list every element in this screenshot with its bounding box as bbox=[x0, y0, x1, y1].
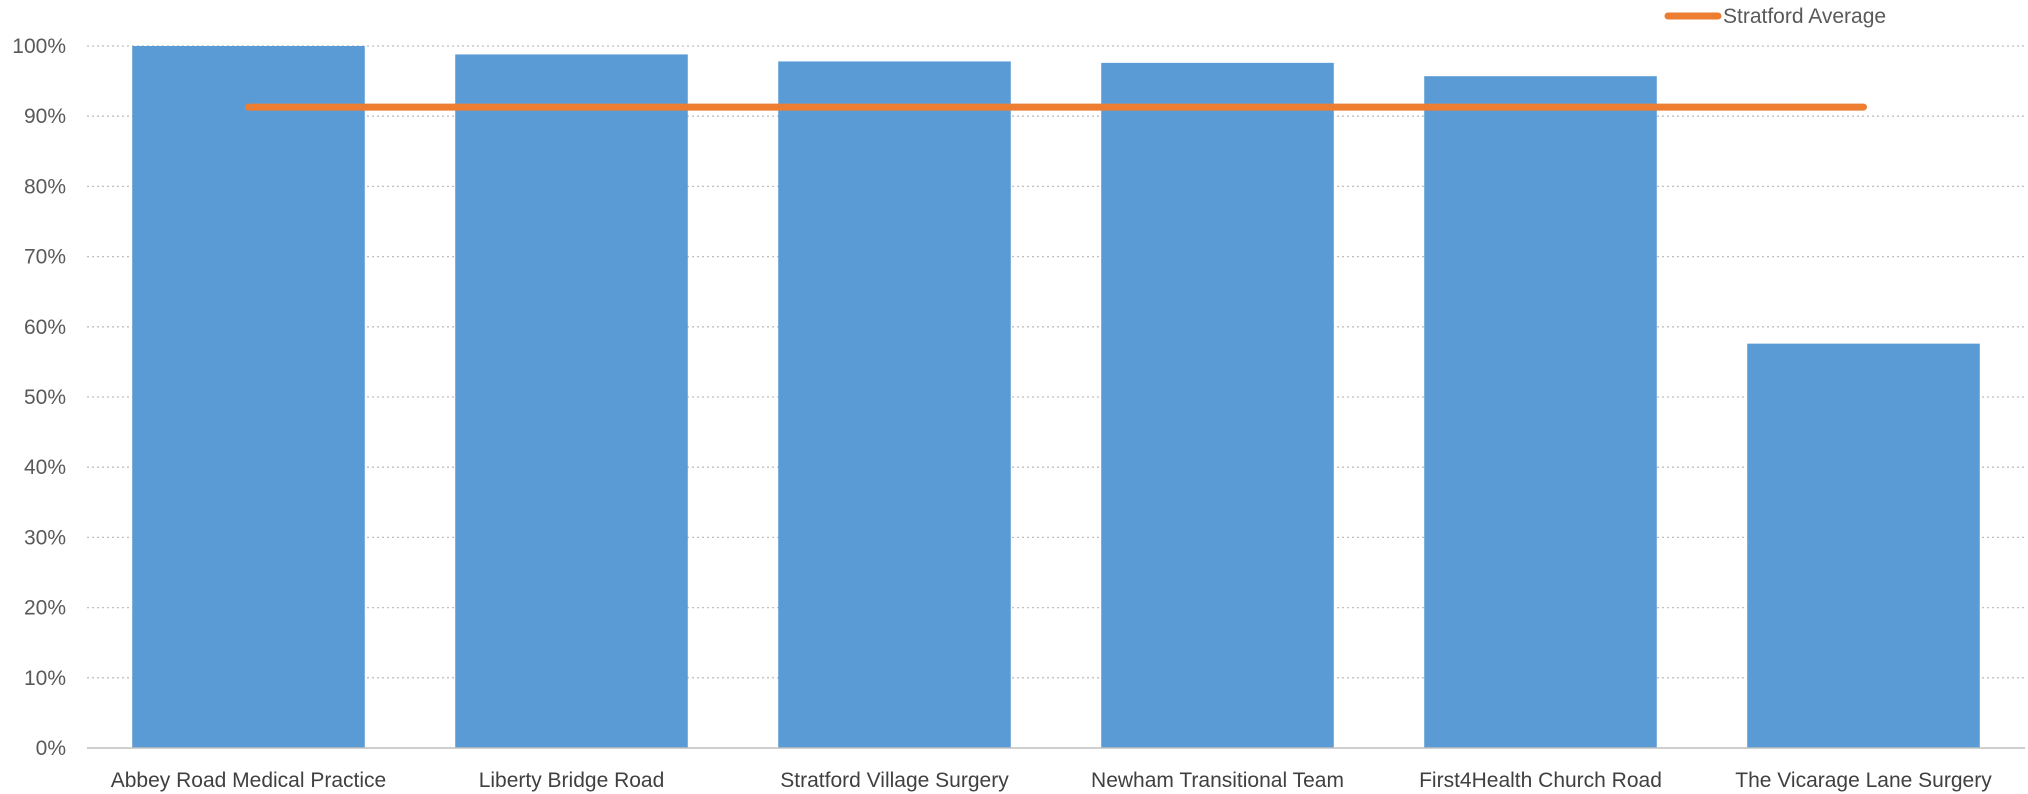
y-tick-label: 10% bbox=[24, 667, 66, 690]
x-tick-label: Liberty Bridge Road bbox=[479, 769, 665, 792]
bar bbox=[1424, 76, 1657, 749]
y-tick-label: 20% bbox=[24, 597, 66, 620]
x-tick-label: First4Health Church Road bbox=[1419, 769, 1662, 792]
y-tick-label: 90% bbox=[24, 105, 66, 128]
gridlines bbox=[87, 45, 2025, 679]
y-tick-label: 30% bbox=[24, 526, 66, 549]
y-tick-label: 50% bbox=[24, 386, 66, 409]
x-tick-label: Stratford Village Surgery bbox=[780, 769, 1009, 792]
legend-label-stratford-average: Stratford Average bbox=[1723, 5, 1886, 28]
legend: Stratford Average bbox=[1664, 5, 1886, 28]
bar bbox=[778, 61, 1011, 749]
bar bbox=[132, 46, 365, 748]
x-tick-label: Abbey Road Medical Practice bbox=[111, 769, 386, 792]
y-tick-label: 60% bbox=[24, 316, 66, 339]
x-tick-label: Newham Transitional Team bbox=[1091, 769, 1344, 792]
bar bbox=[1101, 62, 1334, 748]
y-tick-label: 100% bbox=[12, 35, 66, 58]
y-tick-label: 0% bbox=[36, 737, 66, 760]
y-tick-label: 80% bbox=[24, 175, 66, 198]
bar bbox=[455, 54, 688, 748]
bars bbox=[132, 46, 1980, 749]
y-tick-label: 70% bbox=[24, 246, 66, 269]
x-tick-label: The Vicarage Lane Surgery bbox=[1735, 769, 1992, 792]
y-tick-label: 40% bbox=[24, 456, 66, 479]
axes: 0% 10% 20% 30% 40% 50% 60% 70% 80% 90% 100% Abbey R… bbox=[12, 35, 2025, 792]
bar bbox=[1747, 343, 1980, 748]
